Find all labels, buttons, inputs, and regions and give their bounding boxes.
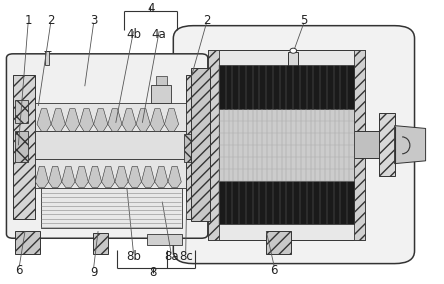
Text: 4: 4 bbox=[147, 2, 155, 15]
Polygon shape bbox=[108, 109, 122, 131]
Bar bbox=[354, 50, 365, 240]
Text: 8b: 8b bbox=[126, 250, 141, 263]
Bar bbox=[219, 109, 354, 181]
Text: 6: 6 bbox=[270, 264, 278, 277]
Polygon shape bbox=[102, 166, 115, 187]
Polygon shape bbox=[51, 109, 65, 131]
Polygon shape bbox=[94, 109, 108, 131]
FancyBboxPatch shape bbox=[7, 54, 208, 238]
Bar bbox=[35, 159, 186, 187]
Polygon shape bbox=[75, 166, 88, 187]
FancyBboxPatch shape bbox=[173, 26, 415, 264]
Text: 8c: 8c bbox=[179, 250, 193, 263]
Bar bbox=[266, 231, 291, 254]
Polygon shape bbox=[35, 166, 48, 187]
Polygon shape bbox=[168, 166, 181, 187]
Text: 4a: 4a bbox=[152, 28, 166, 41]
Polygon shape bbox=[65, 109, 79, 131]
Bar bbox=[219, 65, 354, 109]
Bar bbox=[35, 131, 186, 159]
Text: 2: 2 bbox=[203, 14, 210, 26]
Bar bbox=[45, 51, 49, 65]
Bar bbox=[191, 68, 210, 221]
Text: 2: 2 bbox=[47, 14, 55, 26]
Polygon shape bbox=[79, 109, 94, 131]
Text: 4b: 4b bbox=[126, 28, 141, 41]
Bar bbox=[147, 234, 182, 245]
Polygon shape bbox=[128, 166, 142, 187]
Text: 8: 8 bbox=[150, 266, 157, 279]
Polygon shape bbox=[136, 109, 151, 131]
Bar bbox=[208, 50, 219, 240]
Text: 3: 3 bbox=[90, 14, 97, 26]
Text: 9: 9 bbox=[90, 266, 97, 279]
Text: 6: 6 bbox=[16, 264, 23, 277]
Bar bbox=[93, 233, 108, 254]
Bar bbox=[208, 50, 365, 240]
Bar bbox=[184, 134, 197, 162]
Bar bbox=[354, 131, 398, 158]
Polygon shape bbox=[62, 166, 75, 187]
Polygon shape bbox=[88, 166, 102, 187]
Polygon shape bbox=[122, 109, 136, 131]
Ellipse shape bbox=[290, 48, 297, 53]
Bar bbox=[40, 187, 182, 228]
Bar bbox=[289, 52, 298, 70]
Bar bbox=[15, 131, 28, 162]
Polygon shape bbox=[151, 109, 164, 131]
Bar bbox=[35, 103, 186, 131]
Polygon shape bbox=[115, 166, 128, 187]
Bar bbox=[155, 76, 166, 85]
Text: 8a: 8a bbox=[164, 250, 178, 263]
Bar bbox=[151, 85, 171, 103]
Bar bbox=[379, 113, 395, 176]
Polygon shape bbox=[37, 109, 51, 131]
Polygon shape bbox=[395, 126, 426, 164]
Bar bbox=[15, 100, 28, 123]
Text: 1: 1 bbox=[24, 14, 32, 26]
Bar bbox=[219, 181, 354, 224]
Polygon shape bbox=[164, 109, 178, 131]
Bar bbox=[15, 231, 40, 254]
Bar bbox=[13, 75, 35, 219]
Polygon shape bbox=[155, 166, 168, 187]
Polygon shape bbox=[142, 166, 155, 187]
Bar bbox=[186, 75, 202, 219]
Polygon shape bbox=[48, 166, 62, 187]
Text: 5: 5 bbox=[300, 14, 308, 26]
